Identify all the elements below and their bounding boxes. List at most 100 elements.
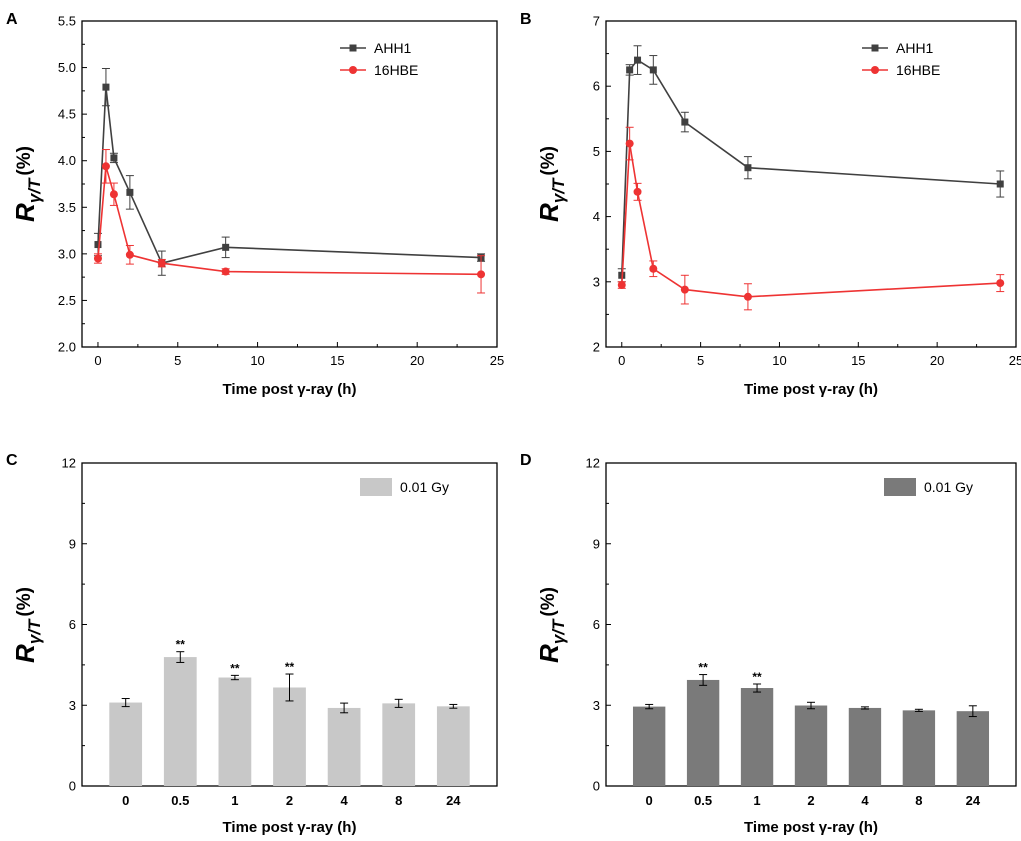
- x-tick-label: 4: [861, 793, 869, 808]
- y-axis-label-text: Rγ/T(%): [534, 146, 568, 222]
- significance-mark: **: [176, 638, 186, 652]
- y-tick-label: 12: [586, 456, 600, 471]
- x-tick-label: 20: [410, 353, 424, 368]
- y-label-subscript: γ/T: [25, 618, 44, 644]
- x-tick-label: 1: [231, 793, 238, 808]
- y-tick-label: 5.5: [58, 14, 76, 29]
- data-point: [102, 83, 110, 91]
- data-point: [93, 254, 102, 263]
- y-axis-label: Rγ/T(%): [534, 587, 568, 663]
- data-point: [649, 264, 658, 273]
- y-tick-label: 3: [593, 698, 600, 713]
- bar: [956, 711, 990, 786]
- bar: [109, 702, 143, 786]
- legend-label: AHH1: [374, 40, 412, 56]
- significance-mark: **: [752, 670, 762, 684]
- x-tick-label: 0: [94, 353, 101, 368]
- plot-frame: [81, 20, 498, 348]
- legend-swatch: [360, 478, 392, 496]
- panel-letter-C: C: [6, 452, 18, 469]
- data-point: [996, 279, 1005, 288]
- data-point: [634, 56, 642, 64]
- x-tick-label: 4: [340, 793, 348, 808]
- panel-A: 2.0 2.5 3.0 3.5 4.0 4.5 5.0 5.5 0 5 10 15 20 25 AHH1 16…: [58, 14, 504, 399]
- x-axis-label: Time post γ-ray (h): [223, 381, 357, 398]
- y-tick-label: 3.5: [58, 200, 76, 215]
- y-label-unit: (%): [538, 587, 559, 617]
- y-tick-label: 12: [62, 456, 76, 471]
- x-tick-label: 0.5: [694, 793, 712, 808]
- legend-label: 16HBE: [896, 62, 940, 78]
- y-tick-label: 5.0: [58, 60, 76, 75]
- data-point: [222, 243, 230, 251]
- data-point: [626, 66, 634, 74]
- legend-label: 0.01 Gy: [924, 479, 973, 495]
- y-label-subscript: γ/T: [549, 618, 568, 644]
- y-axis-label-text: Rγ/T(%): [534, 587, 568, 663]
- x-tick-label: 10: [772, 353, 786, 368]
- data-point: [221, 267, 230, 276]
- y-tick-label: 2.5: [58, 293, 76, 308]
- legend-label: 0.01 Gy: [400, 479, 449, 495]
- data-point: [680, 285, 689, 294]
- significance-mark: **: [698, 661, 708, 675]
- series-AHH1: [93, 68, 486, 276]
- y-tick-label: 2.0: [58, 340, 76, 355]
- y-tick-label: 9: [593, 536, 600, 551]
- y-tick-label: 4: [593, 209, 600, 224]
- y-tick-label: 7: [593, 14, 600, 29]
- bar: [632, 706, 666, 786]
- data-point: [625, 139, 634, 148]
- data-point: [617, 281, 626, 290]
- panel-letter-D: D: [520, 452, 532, 469]
- data-point: [101, 162, 110, 171]
- significance-mark: **: [230, 661, 240, 675]
- x-tick-label: 25: [490, 353, 504, 368]
- x-tick-label: 8: [395, 793, 402, 808]
- y-axis-label-text: Rγ/T(%): [10, 587, 44, 663]
- legend-marker: [349, 44, 357, 52]
- data-point: [110, 154, 118, 162]
- x-tick-label: 0: [646, 793, 653, 808]
- x-tick-label: 5: [174, 353, 181, 368]
- legend-label: AHH1: [896, 40, 934, 56]
- y-label-unit: (%): [14, 587, 35, 617]
- y-axis-label-text: Rγ/T(%): [10, 146, 44, 222]
- data-point: [681, 118, 689, 126]
- data-point: [126, 188, 134, 196]
- legend: 0.01 Gy: [360, 478, 449, 496]
- x-axis-label: Time post γ-ray (h): [744, 381, 878, 398]
- panel-letter-B: B: [520, 11, 532, 28]
- data-point: [157, 259, 166, 268]
- y-tick-label: 6: [69, 617, 76, 632]
- x-tick-label: 0.5: [171, 793, 189, 808]
- y-axis-label: Rγ/T(%): [10, 146, 44, 222]
- y-tick-label: 2: [593, 340, 600, 355]
- y-tick-label: 3: [593, 274, 600, 289]
- legend: 0.01 Gy: [884, 478, 973, 496]
- y-tick-label: 6: [593, 79, 600, 94]
- series-line: [621, 143, 1001, 298]
- y-label-main: R: [534, 644, 564, 663]
- bar: [163, 657, 197, 786]
- data-point: [996, 180, 1004, 188]
- y-tick-label: 0: [593, 779, 600, 794]
- x-tick-label: 20: [930, 353, 944, 368]
- x-tick-label: 15: [851, 353, 865, 368]
- bar: [740, 688, 774, 786]
- bar: [327, 707, 361, 786]
- y-tick-label: 6: [593, 617, 600, 632]
- data-point: [649, 66, 657, 74]
- series-16HBE: [93, 149, 486, 294]
- x-tick-label: 25: [1009, 353, 1021, 368]
- legend: AHH1 16HBE: [862, 40, 940, 78]
- y-label-subscript: γ/T: [25, 177, 44, 203]
- x-tick-label: 2: [286, 793, 293, 808]
- x-tick-label: 0: [618, 353, 625, 368]
- x-tick-label: 15: [330, 353, 344, 368]
- bar: [686, 679, 720, 786]
- y-tick-label: 4.0: [58, 153, 76, 168]
- series-AHH1: [617, 45, 1005, 283]
- series-line: [97, 87, 482, 265]
